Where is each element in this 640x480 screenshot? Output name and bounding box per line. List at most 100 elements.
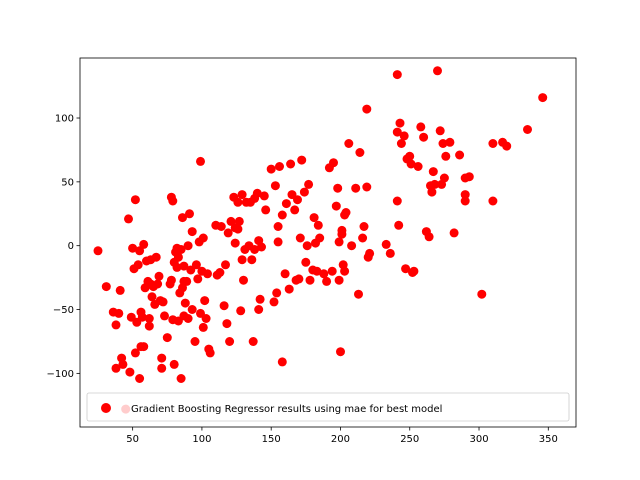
data-point — [137, 312, 147, 322]
data-point — [409, 266, 419, 276]
data-point — [405, 151, 415, 161]
data-point — [438, 139, 448, 148]
data-point — [333, 183, 343, 193]
x-tick-label: 300 — [469, 434, 488, 445]
data-point — [322, 276, 332, 286]
data-point — [365, 248, 375, 258]
y-axis: −100 −50 0 50 100 — [47, 114, 80, 380]
data-point — [445, 137, 455, 147]
data-point — [114, 308, 124, 318]
data-point — [237, 190, 247, 200]
legend-marker — [101, 403, 111, 413]
data-point — [270, 181, 280, 191]
y-tick-label: −50 — [53, 305, 74, 316]
legend-box — [86, 392, 570, 422]
data-point — [464, 172, 474, 182]
data-point — [225, 337, 235, 346]
data-point — [488, 196, 498, 206]
data-point — [139, 239, 149, 249]
x-tick-label: 250 — [400, 434, 419, 445]
data-point — [340, 266, 350, 276]
data-point — [254, 305, 264, 314]
data-point — [111, 363, 121, 373]
data-point — [239, 275, 248, 285]
points-layer — [93, 66, 548, 414]
data-point — [305, 275, 315, 285]
data-point — [201, 314, 211, 323]
data-point — [200, 296, 210, 306]
data-point — [413, 162, 423, 171]
data-point — [169, 359, 179, 369]
data-point — [219, 301, 229, 311]
data-point — [222, 319, 232, 329]
data-point — [233, 224, 243, 234]
data-point — [312, 266, 322, 276]
data-point — [191, 260, 201, 270]
data-point — [301, 257, 311, 267]
x-tick-label: 100 — [192, 434, 211, 445]
data-point — [128, 243, 138, 253]
data-point — [290, 205, 300, 215]
x-tick-label: 50 — [126, 434, 139, 445]
data-point — [327, 266, 337, 276]
data-point — [269, 297, 279, 307]
data-point — [187, 305, 197, 314]
data-point — [147, 292, 157, 302]
data-point — [428, 167, 438, 177]
y-tick-label: −100 — [47, 369, 74, 380]
data-point — [176, 374, 186, 383]
data-point — [154, 271, 164, 281]
data-point — [144, 321, 154, 331]
data-point — [286, 159, 296, 169]
data-point — [182, 276, 192, 286]
data-point — [273, 222, 283, 231]
data-point — [427, 187, 437, 197]
data-point — [144, 314, 154, 323]
x-tick-label: 200 — [331, 434, 350, 445]
data-point — [329, 158, 338, 168]
data-point — [354, 289, 363, 299]
data-point — [101, 282, 111, 292]
data-point — [160, 311, 169, 321]
data-point — [341, 208, 351, 217]
data-point — [313, 220, 323, 230]
data-point — [319, 269, 329, 279]
data-point — [277, 210, 287, 220]
data-point — [392, 127, 402, 137]
data-point — [337, 225, 347, 235]
data-point — [355, 148, 365, 157]
data-point — [157, 353, 167, 363]
data-point — [275, 162, 284, 171]
plot-frame — [79, 57, 577, 428]
data-point — [135, 374, 145, 383]
y-tick-label: 100 — [55, 114, 74, 125]
data-point — [477, 289, 487, 299]
data-point — [193, 274, 203, 284]
data-point — [185, 209, 194, 219]
data-point — [358, 233, 368, 243]
data-point — [331, 201, 341, 211]
data-point — [297, 155, 307, 165]
data-point — [248, 337, 258, 346]
data-point — [124, 214, 133, 224]
data-point — [158, 297, 168, 307]
data-point — [223, 228, 233, 238]
plot-area — [80, 58, 576, 427]
data-point — [178, 213, 187, 223]
data-point — [261, 205, 271, 215]
data-point — [449, 228, 459, 238]
data-point — [233, 197, 243, 207]
data-point — [125, 367, 135, 377]
data-point — [198, 233, 208, 243]
data-point — [176, 245, 186, 254]
data-point — [281, 199, 291, 209]
data-point — [401, 264, 411, 274]
data-point — [347, 241, 357, 251]
data-point — [488, 139, 498, 148]
data-point — [392, 70, 402, 80]
data-point — [166, 275, 176, 285]
data-point — [266, 164, 276, 174]
data-point — [424, 232, 434, 242]
data-point — [394, 220, 404, 230]
